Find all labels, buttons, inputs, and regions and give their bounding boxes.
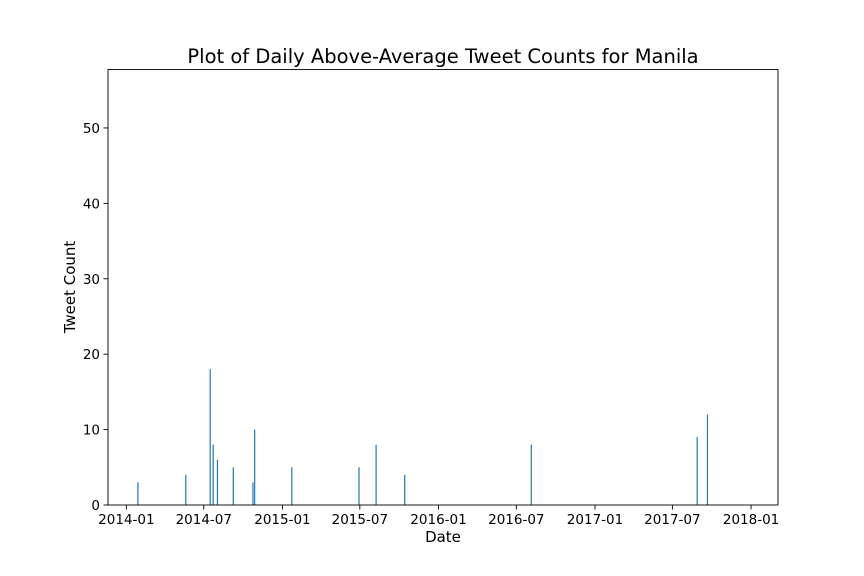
- bar: [232, 467, 234, 505]
- x-tick-label: 2016-07: [488, 512, 544, 528]
- x-tick-label: 2014-07: [176, 512, 232, 528]
- x-tick-label: 2017-07: [644, 512, 700, 528]
- bar: [216, 459, 219, 505]
- x-tick-label: 2015-07: [332, 512, 388, 528]
- x-axis-label: Date: [425, 528, 461, 546]
- x-tick-label: 2016-01: [410, 512, 466, 528]
- bar: [375, 444, 377, 505]
- x-tick-label: 2018-01: [723, 512, 779, 528]
- bar: [530, 444, 532, 505]
- bar: [209, 369, 211, 505]
- y-tick-label: 50: [83, 121, 100, 137]
- bar: [254, 429, 256, 505]
- y-axis-label: Tweet Count: [61, 241, 79, 335]
- plot-frame: [107, 69, 779, 506]
- y-tick-label: 0: [91, 498, 100, 514]
- x-tick-label: 2015-01: [254, 512, 310, 528]
- bar: [137, 482, 139, 505]
- bar: [212, 444, 214, 505]
- y-tick-label: 30: [83, 272, 100, 288]
- y-tick-label: 40: [83, 196, 100, 212]
- bar: [358, 467, 360, 505]
- bars-group: [137, 369, 709, 505]
- x-tick-label: 2014-01: [98, 512, 154, 528]
- chart-title: Plot of Daily Above-Average Tweet Counts…: [187, 45, 698, 68]
- y-axis: 0 10 20 30 40 50: [83, 121, 108, 514]
- bar: [185, 474, 187, 505]
- y-tick-label: 10: [83, 423, 100, 439]
- bar: [696, 437, 698, 505]
- bar: [706, 414, 709, 505]
- bar: [404, 474, 406, 505]
- y-tick-label: 20: [83, 347, 100, 363]
- x-tick-label: 2017-01: [567, 512, 623, 528]
- bar: [291, 467, 293, 505]
- x-axis: 2014-01 2014-07 2015-01 2015-07 2016-01 2016-…: [98, 505, 779, 528]
- bar: [252, 482, 254, 505]
